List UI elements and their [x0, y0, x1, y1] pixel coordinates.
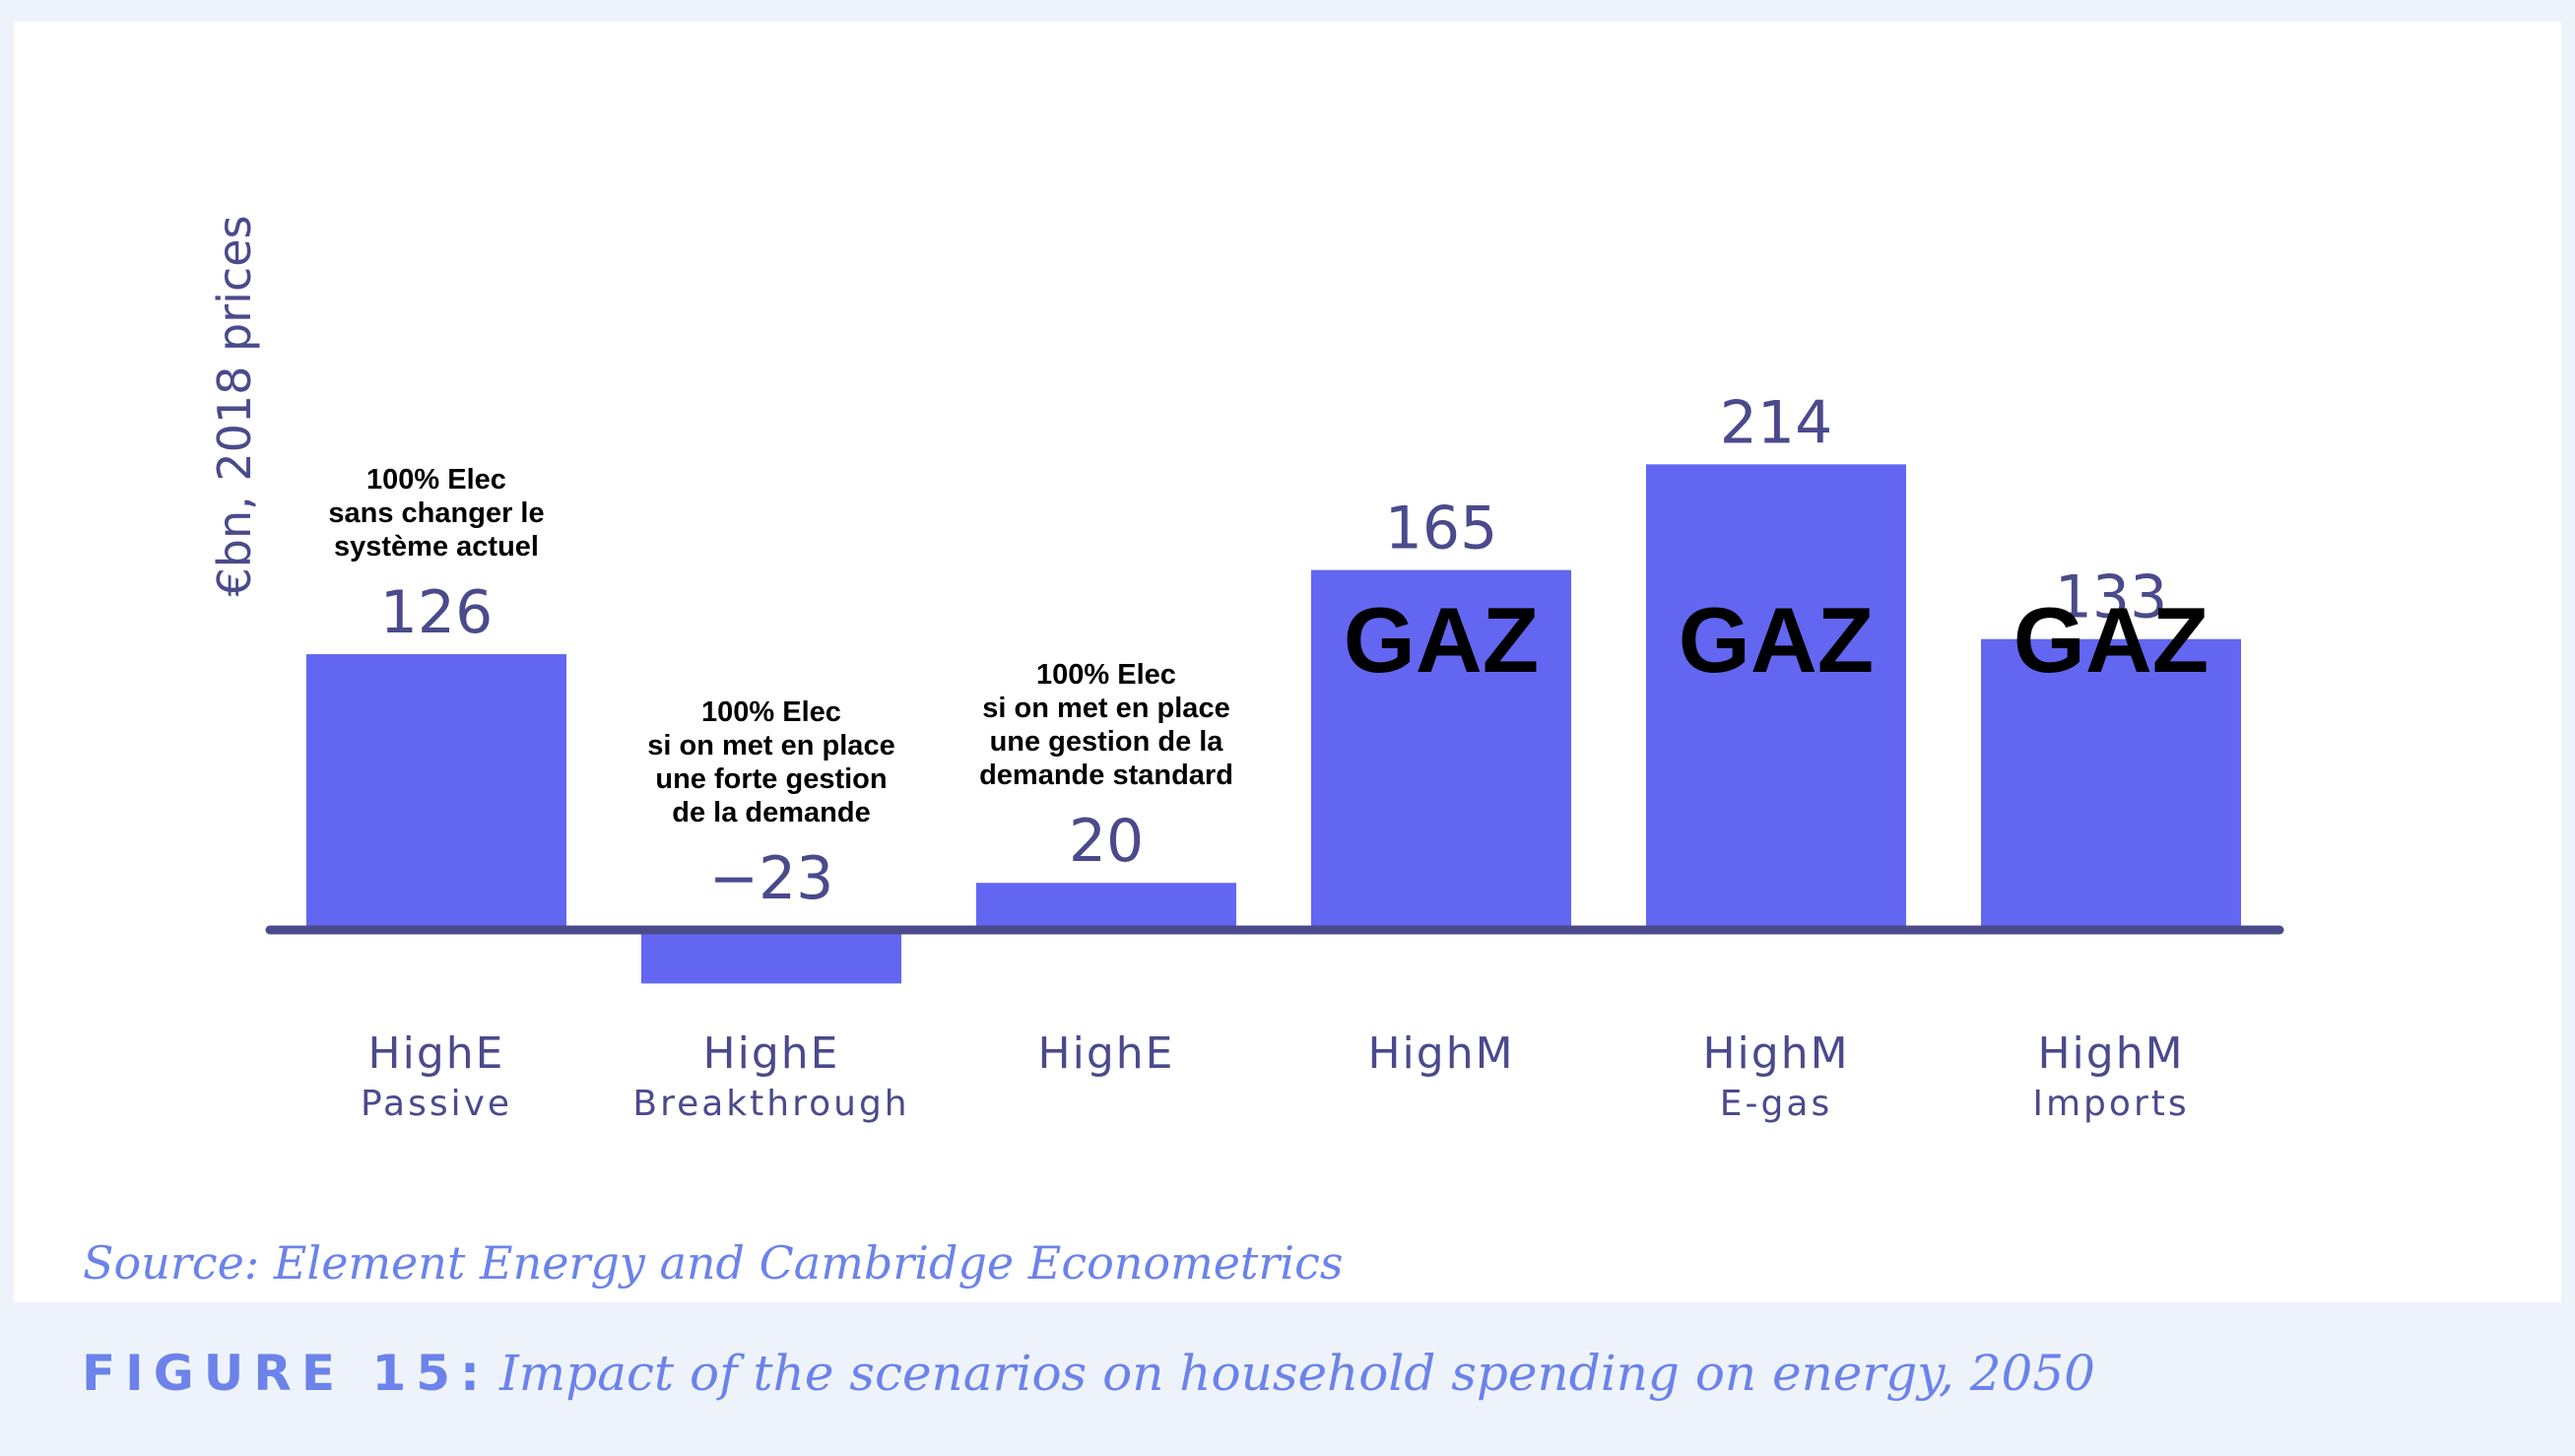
figure-caption: FIGURE 15: Impact of the scenarios on hou…	[82, 1345, 2095, 1402]
bar-1	[306, 654, 566, 926]
x-tick-label-6: HighM	[2037, 1028, 2184, 1079]
annotation-1-line-1: 100% Elec	[366, 464, 506, 496]
bar-inside-label-6: GAZ	[2014, 588, 2209, 692]
value-label-2: −23	[709, 844, 834, 913]
x-tick-label-5: HighM	[1702, 1028, 1849, 1079]
chart-panel: 126 100% Elec sans changer le système actue…	[14, 22, 2561, 1302]
annotation-2-line-4: de la demande	[672, 797, 870, 828]
annotation-1-line-2: sans changer le	[328, 497, 544, 529]
x-tick-sublabel-1: Passive	[361, 1084, 512, 1124]
annotation-2-line-1: 100% Elec	[701, 696, 841, 728]
figure-label: FIGURE 15:	[82, 1345, 491, 1402]
value-label-3: 20	[1069, 807, 1144, 876]
bar-4	[1311, 569, 1571, 926]
x-tick-label-4: HighM	[1367, 1028, 1514, 1079]
bar-5	[1646, 464, 1906, 926]
annotation-2-line-2: si on met en place	[647, 730, 894, 761]
bar-2	[641, 934, 901, 984]
bar-inside-label-5: GAZ	[1679, 588, 1874, 692]
annotation-1-line-3: système actuel	[334, 531, 539, 563]
annotation-3-line-2: si on met en place	[982, 693, 1229, 724]
bar-3	[976, 883, 1236, 926]
value-label-6: 133	[2055, 563, 2168, 632]
figure-title: Impact of the scenarios on household spe…	[499, 1345, 2095, 1402]
x-tick-label-1: HighE	[368, 1028, 505, 1079]
x-tick-sublabel-6: Imports	[2032, 1084, 2189, 1124]
source-note: Source: Element Energy and Cambridge Eco…	[83, 1236, 1344, 1290]
x-tick-sublabel-2: Breakthrough	[632, 1084, 909, 1124]
bar-6	[1981, 638, 2241, 926]
y-axis-label: €bn, 2018 prices	[208, 215, 261, 596]
x-tick-label-2: HighE	[703, 1028, 840, 1079]
annotation-3-line-1: 100% Elec	[1036, 659, 1176, 691]
bars-group	[306, 464, 2241, 984]
x-tick-label-3: HighE	[1038, 1028, 1175, 1079]
x-tick-sublabel-5: E-gas	[1720, 1084, 1832, 1124]
value-label-5: 214	[1720, 388, 1833, 457]
annotation-3-line-4: demande standard	[979, 760, 1233, 791]
annotation-2-line-3: une forte gestion	[655, 763, 887, 795]
bar-inside-label-4: GAZ	[1344, 588, 1539, 692]
annotation-3-line-3: une gestion de la	[990, 726, 1224, 758]
value-label-4: 165	[1385, 495, 1498, 563]
value-label-1: 126	[380, 578, 494, 647]
